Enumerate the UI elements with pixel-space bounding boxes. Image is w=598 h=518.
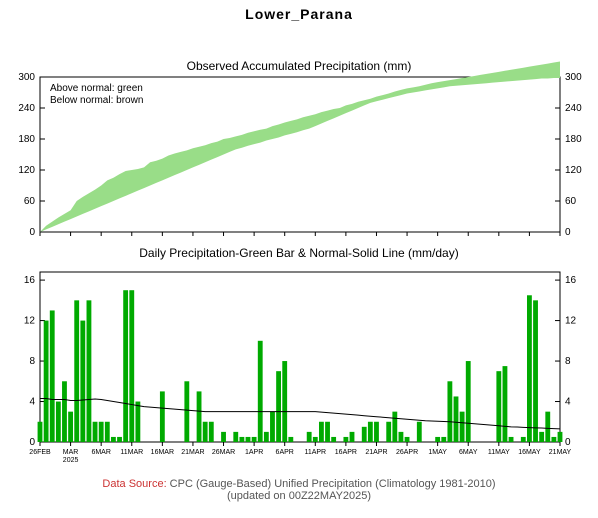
svg-text:Daily Precipitation-Green Bar: Daily Precipitation-Green Bar & Normal-S…: [139, 246, 458, 260]
updated-text: (updated on 00Z22MAY2025): [0, 490, 598, 502]
svg-text:1MAY: 1MAY: [428, 449, 447, 456]
svg-text:240: 240: [565, 103, 582, 114]
svg-text:21APR: 21APR: [365, 449, 387, 456]
svg-text:4: 4: [29, 397, 35, 408]
svg-text:12: 12: [565, 316, 577, 327]
svg-text:1APR: 1APR: [245, 449, 263, 456]
svg-text:26MAR: 26MAR: [212, 449, 235, 456]
accumulated-precip-chart: Observed Accumulated Precipitation (mm) 0…: [0, 22, 598, 237]
svg-text:60: 60: [565, 196, 577, 207]
svg-text:4: 4: [565, 397, 571, 408]
svg-text:120: 120: [565, 165, 582, 176]
svg-text:0: 0: [565, 227, 571, 237]
chart-container: { "title": "Lower_Parana", "top_chart": …: [0, 0, 598, 518]
svg-text:8: 8: [29, 356, 35, 367]
svg-text:300: 300: [565, 72, 582, 83]
daily-precip-chart: Daily Precipitation-Green Bar & Normal-S…: [0, 237, 598, 472]
svg-text:11MAY: 11MAY: [488, 449, 510, 456]
svg-text:26APR: 26APR: [396, 449, 418, 456]
data-source-label: Data Source:: [102, 478, 166, 490]
svg-text:11APR: 11APR: [304, 449, 326, 456]
svg-text:16APR: 16APR: [335, 449, 357, 456]
svg-text:11MAR: 11MAR: [120, 449, 143, 456]
svg-text:Below normal: brown: Below normal: brown: [50, 95, 143, 106]
svg-text:26FEB: 26FEB: [29, 449, 51, 456]
svg-text:60: 60: [24, 196, 36, 207]
svg-text:180: 180: [18, 134, 35, 145]
svg-text:0: 0: [29, 437, 35, 448]
svg-text:300: 300: [18, 72, 35, 83]
svg-text:21MAR: 21MAR: [181, 449, 204, 456]
svg-text:8: 8: [565, 356, 571, 367]
svg-text:2025: 2025: [63, 457, 79, 464]
svg-text:Observed Accumulated Precipita: Observed Accumulated Precipitation (mm): [187, 59, 412, 73]
svg-text:16MAR: 16MAR: [151, 449, 174, 456]
svg-text:6MAR: 6MAR: [91, 449, 110, 456]
footer: Data Source: CPC (Gauge-Based) Unified P…: [0, 478, 598, 502]
svg-text:Above normal: green: Above normal: green: [50, 83, 143, 94]
svg-text:0: 0: [29, 227, 35, 237]
svg-text:MAR: MAR: [63, 449, 79, 456]
svg-text:12: 12: [24, 316, 36, 327]
svg-text:6APR: 6APR: [276, 449, 294, 456]
svg-text:120: 120: [18, 165, 35, 176]
svg-text:0: 0: [565, 437, 571, 448]
svg-text:180: 180: [565, 134, 582, 145]
svg-text:6MAY: 6MAY: [459, 449, 478, 456]
svg-text:21MAY: 21MAY: [549, 449, 572, 456]
svg-text:240: 240: [18, 103, 35, 114]
svg-text:16: 16: [24, 275, 36, 286]
svg-text:16: 16: [565, 275, 577, 286]
svg-text:16MAY: 16MAY: [518, 449, 541, 456]
data-source-text: CPC (Gauge-Based) Unified Precipitation …: [167, 478, 496, 490]
main-title: Lower_Parana: [0, 0, 598, 22]
